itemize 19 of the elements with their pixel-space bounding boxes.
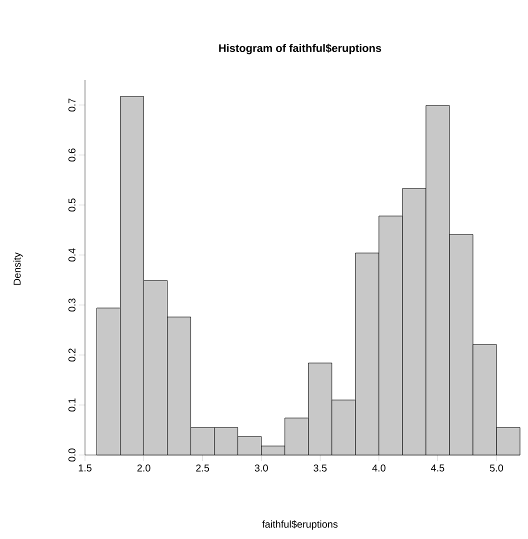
y-tick-label: 0.2 [68,348,76,362]
chart-title: Histogram of faithful$eruptions [219,44,382,54]
x-tick-label: 1.5 [78,464,92,472]
x-tick-label: 2.0 [137,464,150,472]
y-tick-label: 0.0 [68,448,76,462]
y-tick-label: 0.5 [68,198,76,212]
y-tick-label: 0.1 [68,398,76,412]
x-tick-label: 3.5 [314,464,327,472]
y-tick-label: 0.3 [68,298,76,312]
y-tick-label: 0.6 [68,148,76,162]
x-tick-label: 3.0 [254,464,268,472]
x-tick-label: 4.0 [372,464,386,472]
x-tick-label: 5.0 [490,464,504,472]
y-tick-label: 0.7 [68,98,76,112]
x-tick-label: 2.5 [196,464,210,472]
x-tick-label: 4.5 [431,464,444,472]
y-tick-label: 0.4 [68,248,76,262]
y-axis-title: Density [13,252,23,285]
x-axis-title: faithful$eruptions [262,520,338,530]
